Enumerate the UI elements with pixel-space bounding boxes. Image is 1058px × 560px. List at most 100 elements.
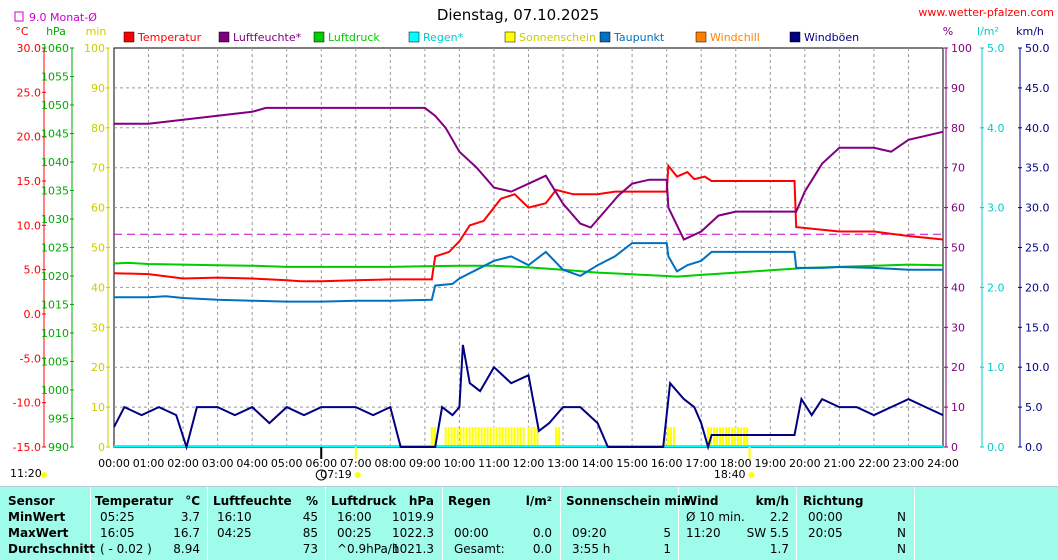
plot-series — [113, 106, 944, 451]
table-header: Sonnenschein min — [566, 494, 690, 508]
legend-swatch — [123, 31, 135, 43]
series-luftdruck — [113, 261, 944, 278]
table-header: l/m² — [525, 494, 552, 508]
x-tick-label: 06:00 — [305, 457, 337, 470]
minutes-tick-label: 80 — [91, 122, 105, 135]
pressure-tick-label: 1005 — [41, 356, 69, 369]
series-luftfeuchte — [114, 106, 944, 241]
table-header: °C — [185, 494, 200, 508]
table-cell: 0.0 — [532, 526, 552, 540]
table-cell: 16:10 — [217, 510, 252, 524]
moon-icon — [315, 469, 327, 481]
moonrise-sun-icon — [41, 472, 47, 478]
table-cell: 1.7 — [769, 542, 789, 556]
humidity-axis-unit: % — [943, 25, 953, 38]
plot-axes: 00:00 01:00 02:00 03:00 04:00 05:00 06:00 07:00… — [13, 25, 1050, 481]
pressure-tick-label: 990 — [48, 441, 69, 454]
legend-label: Taupunkt — [613, 31, 665, 44]
table-cell: 09:20 — [572, 526, 607, 540]
pressure-tick-label: 995 — [48, 413, 69, 426]
pressure-tick-label: 1030 — [41, 213, 69, 226]
pressure-tick-label: 1015 — [41, 299, 69, 312]
table-divider — [442, 487, 443, 560]
humidity-tick-label: 60 — [951, 202, 965, 215]
humidity-tick-label: 40 — [951, 281, 965, 294]
x-tick-label: 13:00 — [547, 457, 579, 470]
minutes-tick-label: 60 — [91, 202, 105, 215]
table-header: Sensor — [8, 494, 55, 508]
temp-axis-unit: °C — [15, 25, 29, 38]
table-cell: 85 — [302, 526, 318, 540]
pressure-tick-label: 1010 — [41, 327, 69, 340]
pressure-tick-label: 1000 — [41, 384, 69, 397]
table-cell: N — [897, 510, 906, 524]
table-header: km/h — [755, 494, 789, 508]
table-cell: 16:05 — [100, 526, 135, 540]
x-tick-label: 15:00 — [616, 457, 648, 470]
pressure-tick-label: 1025 — [41, 242, 69, 255]
legend-label: Luftfeuchte* — [233, 31, 302, 44]
table-cell: N — [897, 542, 906, 556]
legend-label: Sonnenschein — [519, 31, 596, 44]
table-cell: Ø 10 min. — [686, 510, 745, 524]
pressure-tick-label: 1045 — [41, 128, 69, 141]
legend-swatch — [408, 31, 420, 43]
humidity-tick-label: 0 — [951, 441, 958, 454]
monthly-avg-marker-icon — [14, 11, 24, 22]
temp-tick-label: 30.0 — [17, 42, 42, 55]
legend-swatch — [504, 31, 516, 43]
x-tick-label: 24:00 — [927, 457, 959, 470]
table-cell: 16:00 — [337, 510, 372, 524]
temp-tick-label: 25.0 — [17, 86, 42, 99]
table-divider — [90, 487, 91, 560]
pressure-tick-label: 1040 — [41, 156, 69, 169]
legend-swatch — [789, 31, 801, 43]
rain-tick-label: 3.0 — [987, 202, 1005, 215]
table-header: hPa — [408, 494, 434, 508]
wind-tick-label: 30.0 — [1025, 202, 1050, 215]
humidity-tick-label: 20 — [951, 361, 965, 374]
rain-axis-unit: l/m² — [977, 25, 999, 38]
plot-grid — [113, 47, 944, 448]
x-tick-label: 22:00 — [858, 457, 890, 470]
table-cell: 05:25 — [100, 510, 135, 524]
x-tick-label: 23:00 — [893, 457, 925, 470]
x-tick-label: 18:00 — [720, 457, 752, 470]
source-link[interactable]: www.wetter-pfalzen.com — [918, 6, 1054, 19]
temp-tick-label: 20.0 — [17, 131, 42, 144]
humidity-tick-label: 50 — [951, 242, 965, 255]
x-tick-label: 07:00 — [340, 457, 372, 470]
table-row-label: MinWert — [8, 510, 66, 524]
humidity-tick-label: 80 — [951, 122, 965, 135]
pressure-tick-label: 1055 — [41, 71, 69, 84]
table-header: Regen — [448, 494, 491, 508]
table-cell: 16.7 — [173, 526, 200, 540]
weather-chart: 00:00 01:00 02:00 03:00 04:00 05:00 06:00 07:00… — [10, 6, 1054, 481]
table-divider — [207, 487, 208, 560]
table-row-label: MaxWert — [8, 526, 69, 540]
table-cell: SW 5.5 — [746, 526, 789, 540]
table-cell: Gesamt: — [454, 542, 505, 556]
legend-swatch — [599, 31, 611, 43]
table-cell: 00:00 — [454, 526, 489, 540]
table-cell: 00:00 — [808, 510, 843, 524]
x-tick-label: 14:00 — [582, 457, 614, 470]
rain-tick-label: 0.0 — [987, 441, 1005, 454]
pressure-tick-label: 1035 — [41, 185, 69, 198]
humidity-tick-label: 90 — [951, 82, 965, 95]
temp-tick-label: -10.0 — [13, 397, 41, 410]
x-tick-label: 01:00 — [133, 457, 165, 470]
minutes-tick-label: 70 — [91, 162, 105, 175]
sun-icon — [354, 472, 361, 478]
rain-tick-label: 4.0 — [987, 122, 1005, 135]
legend-swatch — [313, 31, 325, 43]
temp-tick-label: -5.0 — [20, 352, 41, 365]
table-cell: 5 — [663, 526, 671, 540]
minutes-tick-label: 40 — [91, 281, 105, 294]
moon-time-label: 11:20 — [10, 467, 42, 480]
stats-table: Sensor Temperatur °C Luftfeuchte% Luftdruck h… — [0, 486, 1058, 560]
sunset-time-label: 18:40 — [714, 468, 746, 481]
table-cell: 00:25 — [337, 526, 372, 540]
temp-tick-label: -15.0 — [13, 441, 41, 454]
series-temperatur — [113, 163, 944, 283]
